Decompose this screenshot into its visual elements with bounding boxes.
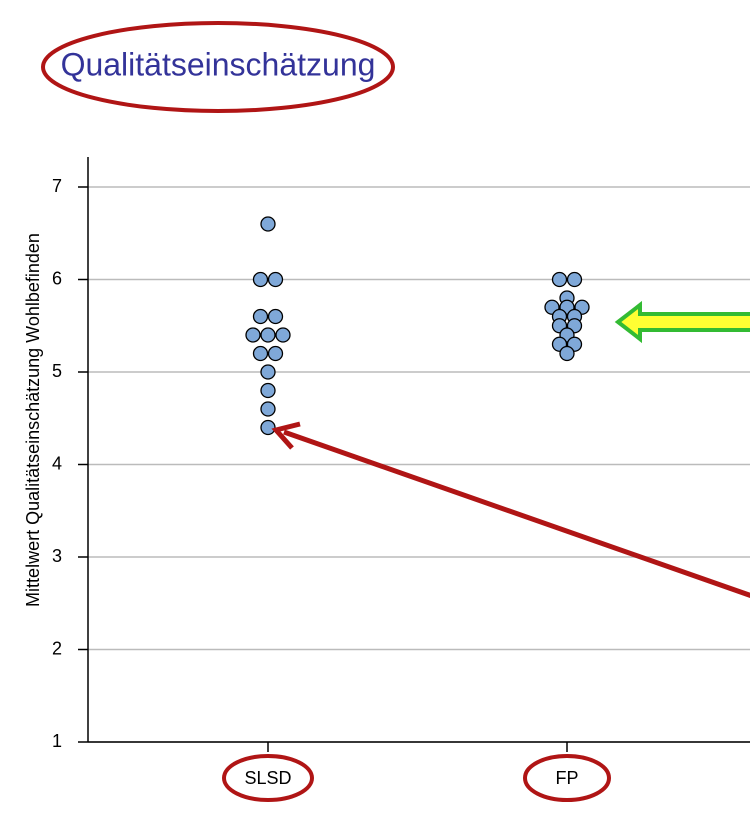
- dot: [252, 271, 269, 288]
- dot: [260, 216, 276, 232]
- x-tick-label: FP: [555, 768, 578, 788]
- chart-title: Qualitätseinschätzung: [61, 46, 376, 82]
- dot: [267, 308, 284, 325]
- dot: [260, 327, 276, 343]
- y-tick-label: 5: [52, 361, 62, 381]
- dot: [551, 271, 568, 288]
- y-tick-label: 3: [52, 546, 62, 566]
- dot: [260, 364, 276, 380]
- dot: [559, 345, 575, 362]
- y-tick-label: 4: [52, 453, 62, 473]
- y-tick-label: 6: [52, 268, 62, 288]
- annotation-arrow: [614, 300, 750, 344]
- grid: [88, 186, 750, 743]
- x-tick-label: SLSD: [244, 768, 291, 788]
- y-tick-label: 7: [52, 176, 62, 196]
- y-axis-label: Mittelwert Qualitätseinschätzung Wohlbef…: [23, 233, 43, 607]
- marks: [245, 216, 590, 436]
- title-ellipse: [41, 21, 395, 113]
- dot: [267, 271, 284, 288]
- dot: [267, 345, 284, 362]
- annotation-arrowhead: [271, 421, 301, 450]
- label-ellipse: [523, 754, 611, 802]
- dot: [275, 327, 291, 343]
- dot: [260, 382, 276, 399]
- y-tick-label: 2: [52, 638, 62, 658]
- dot: [252, 345, 269, 362]
- annotation-arrow: [283, 429, 750, 598]
- dot: [245, 327, 261, 343]
- label-ellipse: [222, 754, 314, 802]
- dot: [252, 308, 269, 325]
- dot: [260, 419, 276, 436]
- y-tick-label: 1: [52, 731, 62, 751]
- dot: [260, 401, 276, 417]
- dot: [566, 271, 583, 288]
